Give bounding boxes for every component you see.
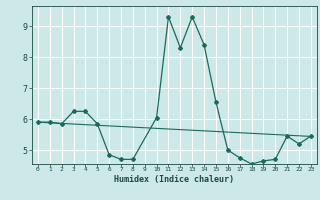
X-axis label: Humidex (Indice chaleur): Humidex (Indice chaleur) bbox=[115, 175, 234, 184]
